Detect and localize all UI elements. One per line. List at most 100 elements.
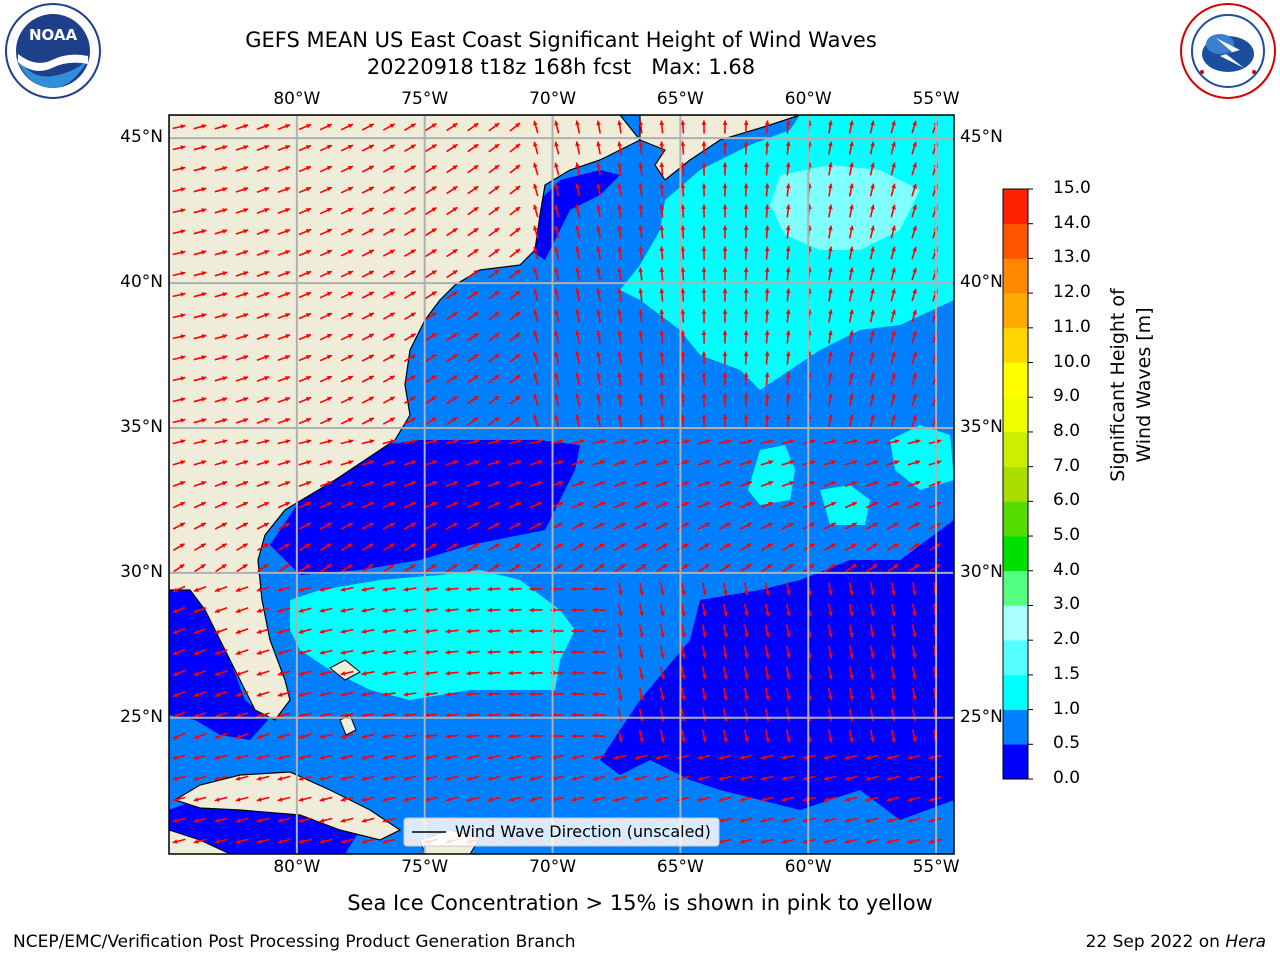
wind-wave-arrow-head [466, 670, 472, 676]
wind-wave-arrow-head [554, 330, 559, 336]
wind-wave-arrow-head [638, 246, 644, 252]
wind-wave-arrow-head [701, 204, 707, 209]
wind-wave-arrow-head [515, 228, 521, 233]
wind-wave-arrow-head [368, 333, 374, 339]
wind-wave-arrow-head [571, 607, 576, 613]
wind-wave-arrow-head [533, 246, 538, 252]
wind-wave-arrow-head [701, 288, 707, 293]
wind-wave-arrow-head [214, 734, 220, 739]
wind-wave-arrow-head [558, 439, 564, 444]
wind-wave-arrow-head [743, 120, 749, 125]
wind-wave-arrow-head [781, 776, 787, 781]
wind-wave-arrow-head [785, 372, 791, 378]
wind-wave-arrow-head [681, 590, 686, 596]
wind-wave-arrow-head [702, 737, 707, 743]
wind-wave-arrow-head [662, 564, 668, 569]
colorbar-tick-label: 13.0 [1053, 247, 1091, 268]
wind-wave-arrow-head [487, 607, 493, 613]
wind-wave-arrow-head [495, 481, 501, 486]
wind-wave-arrow-head [285, 145, 291, 150]
colorbar-cell [1003, 605, 1028, 641]
wind-wave-arrow-head [659, 351, 665, 357]
wind-wave-arrow-head [533, 141, 538, 147]
wind-wave-arrow-head [445, 712, 451, 718]
wind-wave-arrow-head [235, 629, 241, 634]
wind-wave-arrow-head [554, 309, 559, 315]
wind-wave-arrow-head [828, 737, 833, 743]
lat-label-right: 25°N [960, 706, 1003, 727]
wind-wave-arrow-head [319, 839, 325, 844]
wind-wave-arrow-head [701, 372, 707, 377]
wind-wave-arrow-head [452, 186, 458, 191]
wind-wave-arrow-head [264, 124, 270, 129]
wind-wave-arrow-head [508, 755, 514, 760]
wind-wave-arrow-head [659, 120, 665, 126]
wind-wave-arrow-head [277, 650, 283, 655]
wind-wave-arrow-head [765, 590, 770, 596]
wind-wave-arrow-head [659, 183, 665, 189]
colorbar-tick-label: 11.0 [1053, 316, 1091, 337]
wind-wave-arrow-head [298, 818, 304, 823]
wind-wave-arrow-head [222, 292, 228, 297]
wind-wave-arrow-head [596, 414, 601, 420]
wind-wave-arrow-head [533, 204, 538, 210]
wind-wave-arrow-head [558, 502, 563, 507]
wind-wave-arrow-head [306, 229, 311, 234]
wind-wave-arrow-head [660, 737, 665, 743]
wind-wave-arrow-head [243, 208, 249, 213]
wind-wave-arrow-head [828, 183, 833, 189]
wind-wave-arrow-head [180, 376, 186, 381]
wind-wave-arrow-head [747, 481, 753, 486]
wind-wave-arrow-head [347, 144, 353, 150]
wind-wave-arrow-head [739, 818, 745, 823]
wind-wave-arrow-head [891, 204, 896, 210]
wind-wave-arrow-head [785, 204, 791, 210]
wind-wave-arrow-head [348, 481, 354, 486]
wind-wave-arrow-head [410, 144, 416, 149]
wind-wave-arrow-head [681, 653, 686, 659]
wind-wave-arrow-head [831, 439, 837, 444]
wind-wave-arrow-head [768, 460, 774, 465]
wind-wave-arrow-head [243, 397, 249, 402]
wind-wave-arrow-head [891, 351, 896, 357]
wind-wave-arrow-head [466, 649, 472, 655]
wind-wave-arrow-head [642, 460, 648, 465]
colorbar-tick-label: 9.0 [1053, 386, 1081, 407]
wind-wave-arrow-head [726, 439, 732, 444]
wind-wave-arrow-head [306, 376, 311, 381]
wind-wave-arrow-head [214, 629, 220, 634]
wind-wave-arrow-head [466, 776, 472, 781]
wind-wave-arrow-head [828, 120, 833, 126]
wind-wave-arrow-head [639, 653, 644, 659]
wind-wave-arrow-head [764, 393, 770, 399]
wind-wave-arrow-head [319, 608, 325, 613]
wind-wave-arrow-head [529, 733, 534, 739]
wind-wave-arrow-head [222, 502, 227, 507]
wind-wave-arrow-head [445, 733, 451, 739]
wind-wave-arrow-head [340, 755, 346, 760]
wind-wave-arrow-head [327, 460, 333, 465]
wind-wave-arrow-head [424, 712, 430, 718]
wind-wave-arrow-head [411, 460, 417, 465]
wind-wave-arrow-head [515, 333, 521, 338]
wind-wave-arrow-head [743, 309, 749, 314]
lat-label-left: 25°N [120, 706, 163, 727]
colorbar-cell [1003, 501, 1028, 537]
wind-wave-arrow-head [767, 522, 773, 528]
colorbar-cell [1003, 362, 1028, 398]
wind-wave-arrow-head [914, 522, 920, 528]
wind-wave-arrow-head [515, 564, 521, 569]
wind-wave-arrow-head [347, 249, 353, 255]
wind-wave-arrow-head [424, 691, 430, 697]
wind-wave-arrow-head [928, 755, 934, 760]
wind-wave-arrow-head [886, 755, 892, 760]
wind-wave-arrow-head [424, 670, 430, 676]
wind-wave-arrow-head [327, 439, 333, 444]
wind-wave-arrow-head [411, 439, 417, 444]
wind-wave-arrow-head [410, 543, 416, 548]
wind-wave-arrow-head [410, 165, 416, 170]
wind-wave-arrow-head [828, 246, 833, 252]
wind-wave-arrow-head [432, 502, 437, 507]
wind-wave-arrow-head [256, 839, 262, 844]
wind-wave-arrow-head [596, 204, 601, 210]
